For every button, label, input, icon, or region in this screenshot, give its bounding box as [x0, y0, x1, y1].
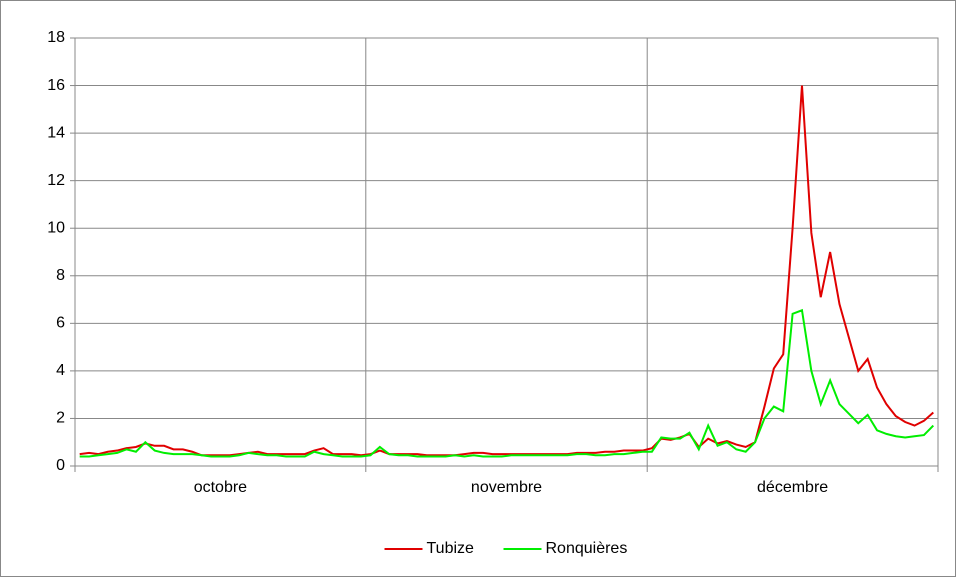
y-tick-label: 14 [47, 124, 65, 141]
y-tick-label: 8 [56, 267, 65, 284]
x-tick-label: décembre [757, 479, 828, 496]
y-tick-label: 12 [47, 172, 65, 189]
y-tick-label: 4 [56, 362, 65, 379]
legend-label: Tubize [427, 540, 475, 557]
y-tick-label: 18 [47, 29, 65, 46]
data-line [79, 308, 935, 458]
y-tick-label: 6 [56, 315, 65, 332]
data-line [79, 85, 934, 457]
y-tick-label: 0 [56, 457, 65, 474]
y-tick-label: 16 [47, 77, 65, 94]
y-tick-label: 10 [47, 219, 65, 236]
x-tick-label: novembre [471, 479, 542, 496]
x-tick-label: octobre [194, 479, 247, 496]
legend-label: Ronquières [546, 540, 628, 557]
y-tick-label: 2 [56, 410, 65, 427]
plot-border [74, 37, 939, 467]
